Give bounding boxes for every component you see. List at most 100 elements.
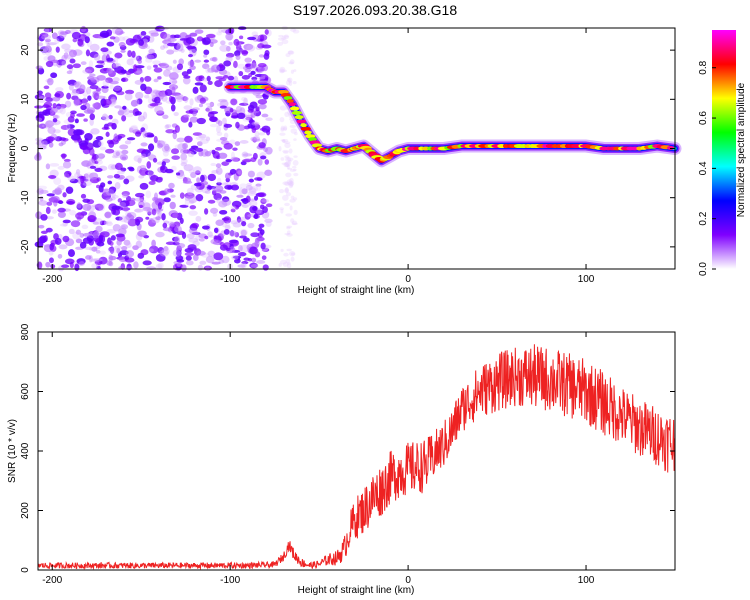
noise-blob — [135, 131, 142, 137]
noise-blob — [237, 264, 246, 268]
noise-blob — [39, 235, 47, 244]
noise-blob — [44, 45, 52, 53]
noise-blob — [112, 87, 121, 92]
noise-blob — [279, 105, 287, 111]
noise-blob — [230, 208, 236, 213]
noise-blob — [116, 247, 121, 254]
noise-blob — [75, 229, 82, 235]
noise-blob — [214, 80, 223, 88]
noise-blob — [288, 148, 293, 154]
noise-blob — [44, 27, 50, 35]
noise-blob — [75, 238, 83, 244]
noise-blob — [74, 263, 80, 272]
snr-y-ticks: 0 200 400 600 800 — [20, 323, 675, 573]
noise-blob — [89, 84, 99, 90]
noise-blob — [195, 75, 204, 82]
noise-blob — [57, 211, 66, 219]
noise-blob — [155, 216, 161, 221]
noise-blob — [287, 50, 294, 55]
noise-blob — [86, 86, 92, 95]
noise-blob — [205, 102, 214, 107]
noise-blob — [217, 98, 228, 103]
x-tick-label: 100 — [578, 274, 595, 285]
noise-blob — [57, 207, 66, 213]
colorbar-tick-label: 0.0 — [698, 262, 709, 276]
noise-blob — [265, 117, 273, 121]
noise-blob — [208, 234, 215, 239]
noise-blob — [82, 180, 93, 187]
noise-blob — [187, 60, 195, 67]
noise-blob — [41, 34, 52, 40]
noise-blob — [249, 101, 258, 109]
noise-blob — [260, 155, 267, 160]
noise-blob — [157, 143, 163, 149]
noise-blob — [179, 32, 188, 41]
noise-blob — [139, 77, 144, 83]
noise-blob — [200, 180, 209, 186]
noise-blob — [230, 205, 237, 210]
noise-blob — [46, 42, 51, 51]
noise-blob — [223, 142, 233, 150]
noise-blob — [289, 250, 296, 257]
noise-blob — [112, 63, 120, 68]
noise-blob — [126, 137, 136, 141]
noise-blob — [53, 177, 62, 186]
noise-blob — [161, 161, 166, 167]
noise-blob — [41, 123, 52, 129]
noise-blob — [283, 34, 290, 40]
noise-blob — [282, 149, 290, 153]
noise-blob — [106, 57, 114, 62]
noise-blob — [211, 261, 221, 265]
noise-blob — [205, 255, 215, 264]
noise-blob — [289, 169, 297, 172]
snr-y-label: SNR (10 * v/v) — [7, 419, 18, 483]
y-tick-label: 0 — [20, 145, 31, 151]
noise-blob — [236, 112, 246, 120]
noise-blob — [189, 98, 194, 106]
noise-blob — [219, 105, 227, 109]
noise-blob — [200, 149, 209, 157]
noise-blob — [216, 125, 221, 134]
noise-blob — [155, 231, 165, 238]
noise-blob — [173, 34, 181, 39]
noise-blob — [102, 188, 111, 197]
noise-blob — [216, 31, 223, 36]
noise-blob — [83, 109, 94, 114]
noise-blob — [51, 209, 57, 214]
noise-blob — [140, 30, 147, 36]
noise-blob — [58, 103, 67, 109]
noise-blob — [256, 171, 266, 179]
noise-blob — [79, 84, 86, 92]
noise-blob — [231, 255, 239, 261]
noise-blob — [257, 158, 263, 166]
noise-blob — [151, 201, 159, 210]
noise-blob — [52, 102, 57, 109]
noise-blob — [114, 30, 125, 35]
noise-blob — [171, 155, 180, 160]
noise-blob — [217, 152, 228, 159]
noise-blob — [188, 121, 193, 128]
noise-blob — [80, 25, 87, 33]
noise-blob — [287, 262, 291, 265]
noise-blob — [139, 195, 145, 203]
noise-blob — [116, 239, 122, 246]
noise-blob — [239, 35, 244, 40]
noise-blob — [289, 198, 296, 203]
noise-blob — [39, 195, 44, 202]
noise-blob — [163, 246, 169, 252]
noise-blob — [57, 253, 63, 259]
noise-blob — [241, 220, 247, 227]
noise-blob — [170, 194, 176, 198]
noise-blob — [287, 160, 292, 163]
noise-blob — [285, 53, 291, 58]
noise-blob — [120, 224, 129, 230]
noise-blob — [178, 58, 184, 66]
noise-blob — [218, 78, 227, 82]
noise-blob — [44, 38, 52, 43]
noise-blob — [165, 124, 172, 129]
noise-blob — [241, 97, 247, 102]
noise-blob — [254, 251, 261, 258]
noise-blob — [85, 49, 91, 57]
noise-blob — [57, 165, 65, 170]
noise-blob — [62, 219, 71, 224]
